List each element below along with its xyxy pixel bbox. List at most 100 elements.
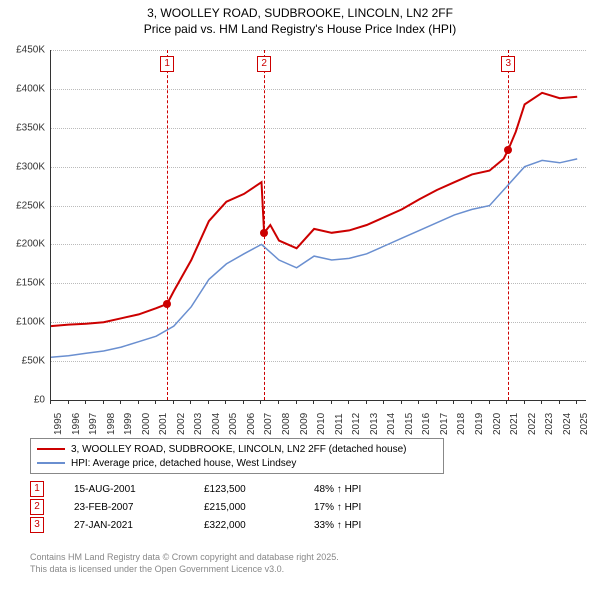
- line-series-svg: [51, 50, 586, 400]
- event-row-date: 27-JAN-2021: [74, 520, 204, 531]
- event-row: 2 23-FEB-2007£215,00017% ↑ HPI: [30, 498, 414, 516]
- x-tick: [190, 400, 191, 404]
- y-axis-label: £0: [0, 395, 45, 406]
- x-tick: [138, 400, 139, 404]
- event-row: 327-JAN-2021£322,00033% ↑ HPI: [30, 516, 414, 534]
- x-axis-label: 2005: [228, 413, 239, 435]
- x-axis-label: 1997: [88, 413, 99, 435]
- legend: 3, WOOLLEY ROAD, SUDBROOKE, LINCOLN, LN2…: [30, 438, 444, 474]
- x-axis-label: 2003: [193, 413, 204, 435]
- series-line: [51, 93, 577, 326]
- x-axis-label: 2023: [544, 413, 555, 435]
- legend-item: 3, WOOLLEY ROAD, SUDBROOKE, LINCOLN, LN2…: [37, 442, 437, 456]
- y-axis-label: £100K: [0, 317, 45, 328]
- x-axis-label: 2015: [404, 413, 415, 435]
- x-tick: [418, 400, 419, 404]
- event-row-marker: 1: [30, 481, 44, 497]
- event-marker-box: 1: [160, 56, 174, 72]
- x-tick: [50, 400, 51, 404]
- chart-area: 123 £0£50K£100K£150K£200K£250K£300K£350K…: [50, 50, 585, 400]
- x-axis-label: 2002: [176, 413, 187, 435]
- x-tick: [313, 400, 314, 404]
- x-tick: [471, 400, 472, 404]
- x-axis-label: 2006: [246, 413, 257, 435]
- x-tick: [225, 400, 226, 404]
- x-axis-label: 2010: [316, 413, 327, 435]
- y-axis-label: £300K: [0, 161, 45, 172]
- x-axis-label: 2016: [421, 413, 432, 435]
- footer-line-1: Contains HM Land Registry data © Crown c…: [30, 552, 339, 564]
- x-tick: [453, 400, 454, 404]
- x-axis-label: 2022: [527, 413, 538, 435]
- y-axis-label: £200K: [0, 239, 45, 250]
- title-line-2: Price paid vs. HM Land Registry's House …: [0, 22, 600, 38]
- x-axis-label: 1999: [123, 413, 134, 435]
- legend-label: 3, WOOLLEY ROAD, SUDBROOKE, LINCOLN, LN2…: [71, 444, 407, 455]
- x-tick: [278, 400, 279, 404]
- x-axis-label: 2012: [351, 413, 362, 435]
- event-row-price: £215,000: [204, 502, 314, 513]
- x-tick: [401, 400, 402, 404]
- event-row-date: 23-FEB-2007: [74, 502, 204, 513]
- footer-line-2: This data is licensed under the Open Gov…: [30, 564, 339, 576]
- y-axis-label: £350K: [0, 122, 45, 133]
- footer: Contains HM Land Registry data © Crown c…: [30, 552, 339, 575]
- x-tick: [208, 400, 209, 404]
- events-table: 115-AUG-2001£123,50048% ↑ HPI223-FEB-200…: [30, 480, 414, 534]
- event-row-diff: 33% ↑ HPI: [314, 520, 414, 531]
- chart-container: 3, WOOLLEY ROAD, SUDBROOKE, LINCOLN, LN2…: [0, 0, 600, 590]
- event-row-marker: 2: [30, 499, 44, 515]
- x-tick: [173, 400, 174, 404]
- x-tick: [383, 400, 384, 404]
- x-axis-label: 1998: [106, 413, 117, 435]
- event-row-diff: 17% ↑ HPI: [314, 502, 414, 513]
- x-tick: [296, 400, 297, 404]
- event-row-diff: 48% ↑ HPI: [314, 484, 414, 495]
- y-axis-label: £250K: [0, 200, 45, 211]
- title-line-1: 3, WOOLLEY ROAD, SUDBROOKE, LINCOLN, LN2…: [0, 6, 600, 22]
- legend-label: HPI: Average price, detached house, West…: [71, 458, 296, 469]
- x-axis-label: 2017: [439, 413, 450, 435]
- event-dot: [260, 229, 268, 237]
- legend-swatch: [37, 448, 65, 450]
- x-axis-label: 2001: [158, 413, 169, 435]
- x-axis-label: 2008: [281, 413, 292, 435]
- title-block: 3, WOOLLEY ROAD, SUDBROOKE, LINCOLN, LN2…: [0, 0, 600, 37]
- event-dot: [504, 146, 512, 154]
- x-tick: [559, 400, 560, 404]
- x-axis-label: 1995: [53, 413, 64, 435]
- y-axis-label: £50K: [0, 356, 45, 367]
- x-axis-label: 1996: [71, 413, 82, 435]
- x-tick: [366, 400, 367, 404]
- x-tick: [506, 400, 507, 404]
- x-axis-label: 2020: [492, 413, 503, 435]
- x-axis-label: 2024: [562, 413, 573, 435]
- event-row: 115-AUG-2001£123,50048% ↑ HPI: [30, 480, 414, 498]
- plot-region: 1 2 3: [50, 50, 586, 401]
- x-axis-label: 2025: [579, 413, 590, 435]
- x-axis-label: 2018: [456, 413, 467, 435]
- x-tick: [331, 400, 332, 404]
- x-tick: [576, 400, 577, 404]
- x-axis-label: 2021: [509, 413, 520, 435]
- series-line: [51, 159, 577, 357]
- y-axis-label: £150K: [0, 278, 45, 289]
- event-row-marker: 3: [30, 517, 44, 533]
- event-marker-box: 3: [501, 56, 515, 72]
- x-tick: [155, 400, 156, 404]
- x-tick: [541, 400, 542, 404]
- legend-item: HPI: Average price, detached house, West…: [37, 456, 437, 470]
- event-dot: [163, 300, 171, 308]
- x-axis-label: 2014: [386, 413, 397, 435]
- x-tick: [68, 400, 69, 404]
- event-row-price: £123,500: [204, 484, 314, 495]
- y-axis-label: £400K: [0, 83, 45, 94]
- x-axis-label: 2013: [369, 413, 380, 435]
- x-axis-label: 2019: [474, 413, 485, 435]
- x-tick: [243, 400, 244, 404]
- x-axis-label: 2000: [141, 413, 152, 435]
- legend-swatch: [37, 462, 65, 464]
- x-tick: [348, 400, 349, 404]
- event-marker-box: 2: [257, 56, 271, 72]
- x-axis-label: 2011: [334, 413, 345, 435]
